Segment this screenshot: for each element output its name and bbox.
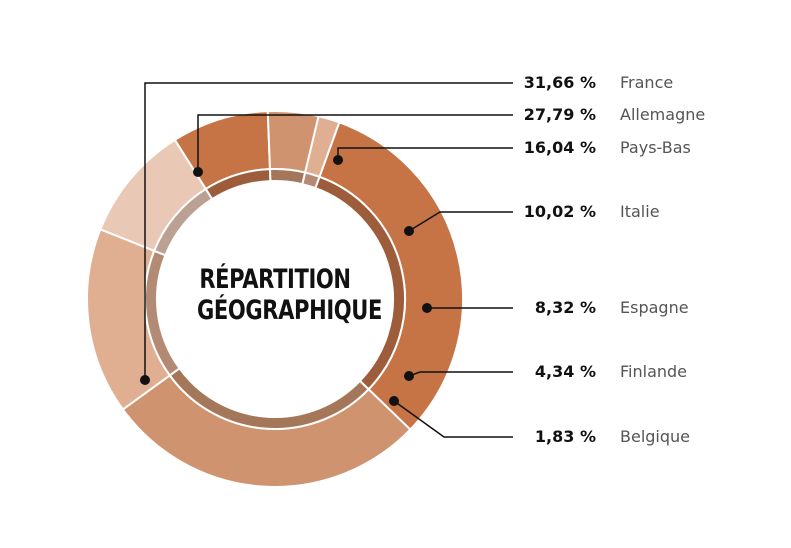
legend-label-belgique: Belgique — [620, 427, 691, 446]
legend-item-belgique: 1,83 % Belgique — [500, 426, 780, 448]
data-label-pays-bas: 16,04 % — [523, 138, 596, 157]
chart-title: RÉPARTITION GÉOGRAPHIQUE — [197, 264, 382, 326]
leader-line-italie — [408, 211, 513, 232]
legend-item-france: 31,66 % France — [500, 72, 780, 94]
leader-dot-belgique — [389, 396, 399, 406]
leader-dot-finlande — [404, 371, 414, 381]
chart-title-line-2: GÉOGRAPHIQUE — [197, 295, 382, 326]
legend-item-finlande: 4,34 % Finlande — [500, 361, 780, 383]
data-label-finlande: 4,34 % — [534, 362, 596, 381]
chart-title-line-1: RÉPARTITION — [199, 264, 351, 295]
leader-dot-allemagne — [193, 167, 203, 177]
leader-dot-italie — [404, 226, 414, 236]
legend-item-espagne: 8,32 % Espagne — [500, 297, 780, 319]
leader-dot-pays-bas — [333, 155, 343, 165]
legend-item-italie: 10,02 % Italie — [500, 201, 780, 223]
legend-label-italie: Italie — [620, 202, 660, 221]
donut-hole — [157, 181, 393, 417]
legend-label-espagne: Espagne — [620, 298, 689, 317]
data-label-italie: 10,02 % — [523, 202, 596, 221]
legend-item-pays-bas: 16,04 % Pays-Bas — [500, 137, 780, 159]
legend-label-finlande: Finlande — [620, 362, 688, 381]
leader-dot-espagne — [422, 303, 432, 313]
data-label-france: 31,66 % — [523, 73, 596, 92]
data-label-espagne: 8,32 % — [534, 298, 596, 317]
legend-label-france: France — [620, 73, 674, 92]
leader-line-belgique — [393, 400, 513, 438]
donut-slices — [86, 110, 464, 488]
legend-label-pays-bas: Pays-Bas — [620, 138, 691, 157]
leader-dot-france — [140, 375, 150, 385]
leader-line-allemagne — [197, 114, 513, 172]
legend-label-allemagne: Allemagne — [620, 105, 706, 124]
data-label-allemagne: 27,79 % — [523, 105, 596, 124]
data-label-belgique: 1,83 % — [534, 427, 596, 446]
legend-item-allemagne: 27,79 % Allemagne — [500, 104, 780, 126]
leader-line-france — [144, 82, 513, 380]
leader-lines — [140, 82, 513, 438]
